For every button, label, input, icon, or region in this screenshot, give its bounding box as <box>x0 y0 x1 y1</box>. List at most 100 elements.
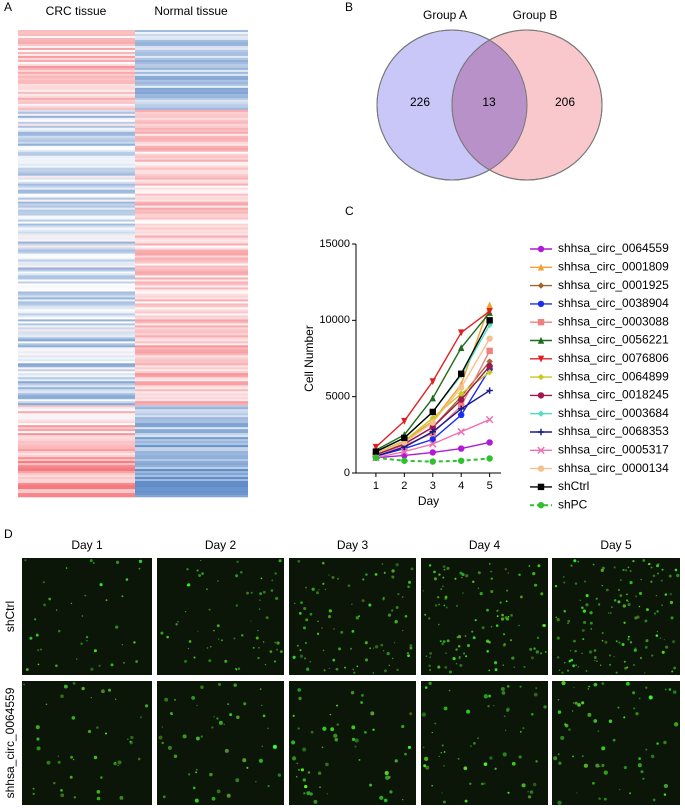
heatmap-cell <box>18 363 135 366</box>
cell <box>360 701 364 704</box>
heatmap-cell <box>18 103 135 107</box>
cell <box>76 658 78 660</box>
heatmap-cell <box>135 277 248 280</box>
heatmap-cell <box>18 345 135 348</box>
cell <box>452 657 456 661</box>
marker <box>429 449 436 456</box>
cell <box>269 650 273 653</box>
cell <box>500 617 505 621</box>
heatmap-cell <box>135 169 248 172</box>
cell <box>36 737 40 741</box>
cell <box>302 778 306 782</box>
heatmap-cell <box>18 39 135 43</box>
heatmap-cell <box>18 427 135 430</box>
heatmap-cell <box>18 355 135 358</box>
heatmap-cell <box>18 335 135 338</box>
cell <box>323 669 326 672</box>
cell <box>65 567 68 569</box>
cell <box>676 573 680 578</box>
heatmap-cell <box>18 467 135 470</box>
cell <box>297 727 300 730</box>
cell <box>556 656 560 659</box>
marker <box>429 436 436 443</box>
heatmap-cell <box>18 431 135 434</box>
cell <box>462 592 464 594</box>
cell <box>605 588 609 592</box>
cell <box>368 603 372 607</box>
heatmap-cell <box>135 413 248 416</box>
heatmap-cell <box>135 125 248 129</box>
heatmap-cell <box>18 55 135 59</box>
cell <box>86 640 88 642</box>
heatmap-cell <box>135 483 248 486</box>
cell <box>527 795 532 799</box>
cell <box>627 635 630 638</box>
heatmap-cell <box>18 209 135 212</box>
cell <box>582 638 585 641</box>
heatmap-cell <box>18 35 135 39</box>
cell <box>585 594 589 598</box>
cell <box>217 682 222 686</box>
cell <box>332 658 336 662</box>
cell <box>566 669 570 672</box>
cell <box>633 707 636 710</box>
cell <box>642 777 645 780</box>
cell <box>572 664 576 668</box>
heatmap-cell <box>135 333 248 336</box>
heatmap-cell <box>18 307 135 310</box>
cell <box>309 660 312 663</box>
cell <box>317 620 319 623</box>
cell <box>592 781 595 785</box>
heatmap-cell <box>18 101 135 105</box>
cell <box>433 570 436 574</box>
cell <box>121 643 124 646</box>
heatmap-cell <box>18 407 135 410</box>
cell <box>445 606 448 609</box>
cell <box>60 788 63 792</box>
cell <box>208 608 211 611</box>
heatmap-cell <box>18 249 135 252</box>
heatmap-cell <box>18 481 135 484</box>
heatmap-cell <box>135 91 248 95</box>
heatmap-cell <box>18 349 135 352</box>
cell <box>138 567 141 570</box>
cell <box>618 641 621 644</box>
cell <box>99 583 103 587</box>
row-label: shCtrl <box>3 601 17 632</box>
heatmap-cell <box>18 141 135 145</box>
heatmap-cell <box>18 327 135 330</box>
heatmap-cell <box>135 327 248 330</box>
cell <box>260 704 263 707</box>
cell <box>507 572 509 574</box>
heatmap-cell <box>18 305 135 308</box>
marker <box>429 394 436 402</box>
cell <box>656 630 659 633</box>
heatmap-cell <box>135 357 248 360</box>
heatmap-cell <box>135 233 248 236</box>
cell <box>557 710 562 714</box>
heatmap-cell <box>135 255 248 258</box>
cell <box>585 603 589 607</box>
heatmap-cell <box>135 245 248 248</box>
heatmap-cell <box>18 183 135 186</box>
heatmap-cell <box>18 369 135 372</box>
heatmap-cell <box>135 197 248 200</box>
heatmap-cell <box>135 243 248 246</box>
cell <box>523 665 526 668</box>
cell <box>396 668 399 672</box>
cell <box>45 703 48 706</box>
cell <box>644 619 648 623</box>
column-label: Day 4 <box>469 538 501 552</box>
heatmap-cell <box>18 269 135 272</box>
cell <box>270 589 274 592</box>
cell <box>55 664 58 668</box>
cell <box>433 577 437 581</box>
heatmap-cell <box>135 229 248 232</box>
heatmap-cell <box>135 137 248 141</box>
cell <box>596 660 598 663</box>
heatmap-cell <box>135 411 248 414</box>
cell <box>327 615 332 619</box>
micrograph <box>289 558 416 675</box>
venn-outline <box>376 29 528 181</box>
cell <box>502 664 505 667</box>
